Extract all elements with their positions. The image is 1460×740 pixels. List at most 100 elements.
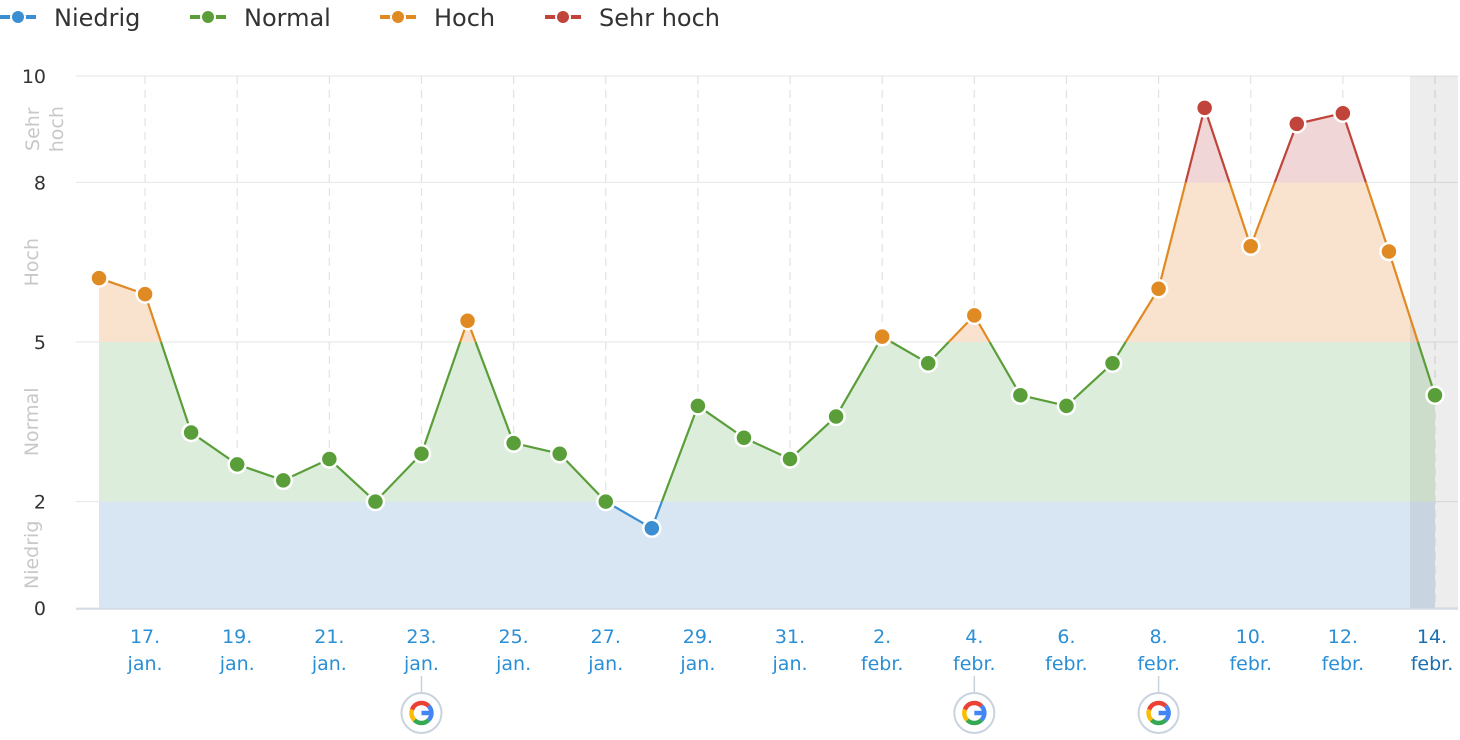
g-arc [962, 700, 983, 711]
series-line-segment [1387, 251, 1419, 343]
series-line-segment [1157, 182, 1187, 290]
series-line-segment [835, 341, 881, 418]
x-tick-label: jan. [772, 653, 808, 675]
data-point [780, 449, 800, 469]
legend-marker [200, 9, 216, 25]
x-tick-label: 29. [683, 626, 713, 648]
x-tick-label: febr. [1322, 653, 1365, 675]
google-update-markers [400, 676, 1180, 734]
data-point [826, 406, 846, 427]
google-g-icon [400, 676, 443, 734]
x-tick-label: 17. [130, 626, 160, 648]
series-line-segment [1065, 362, 1114, 407]
band-label: Normal [21, 387, 43, 456]
legend: Niedrig Normal Hoch Sehr hoch [0, 4, 720, 32]
series-line-segment [660, 405, 699, 502]
g-arc [409, 708, 417, 722]
x-tick-label: jan. [679, 653, 715, 675]
series-line-segment [1364, 182, 1390, 252]
data-point [1240, 236, 1261, 256]
legend-item: Hoch [380, 4, 495, 32]
legend-item: Niedrig [0, 4, 140, 32]
x-tick-label: 27. [591, 626, 621, 648]
g-arc [1149, 718, 1168, 726]
x-tick-label: 14. [1417, 626, 1447, 648]
g-arc [1147, 700, 1168, 711]
series-line-segment [1228, 182, 1252, 247]
band-label: hoch [46, 106, 68, 152]
series-line-segment [1124, 288, 1160, 343]
x-tick-label: 25. [499, 626, 529, 648]
x-tick-label: jan. [587, 653, 623, 675]
y-tick-label: 10 [22, 66, 46, 88]
series-line-segment [1184, 107, 1206, 183]
x-tick-label: 23. [406, 626, 436, 648]
x-tick-label: febr. [1045, 653, 1088, 675]
g-arc [412, 718, 431, 726]
data-point [1379, 241, 1399, 262]
area-band-fill [1185, 107, 1366, 183]
legend-marker [10, 9, 26, 25]
x-tick-label: 31. [775, 626, 805, 648]
data-point [1194, 98, 1215, 118]
y-axis: 0 2 5 8 10 Niedrig Normal Hoch Sehr hoch [21, 66, 68, 620]
x-tick-label: jan. [219, 653, 255, 675]
series-line-segment [1341, 112, 1367, 183]
band-label: Sehr [22, 107, 44, 151]
band-label: Niedrig [21, 521, 43, 589]
data-point [918, 353, 938, 374]
x-tick-label: 12. [1328, 626, 1358, 648]
band-region [76, 76, 1458, 183]
x-tick-label: 19. [222, 626, 252, 648]
y-tick-label: 5 [34, 332, 46, 354]
area-fills [99, 107, 1435, 608]
area-band-fill [99, 501, 1435, 608]
legend-label: Hoch [434, 4, 495, 32]
series-line-segment [159, 341, 193, 433]
x-tick-label: febr. [953, 653, 996, 675]
data-point [549, 443, 570, 464]
x-tick-label: jan. [403, 653, 439, 675]
data-point [596, 491, 616, 512]
x-tick-label: febr. [1137, 653, 1180, 675]
x-axis: 17. jan. 19. jan. 21. jan. 23. jan. 25. jan. 27. ja… [127, 626, 1454, 675]
series-line-segment [988, 341, 1022, 396]
data-point [688, 396, 708, 416]
data-point [1102, 353, 1123, 374]
series-line-segment [474, 341, 515, 444]
series-line-segment [558, 452, 607, 503]
data-point [503, 433, 524, 453]
x-tick-label: jan. [495, 653, 531, 675]
data-point [319, 449, 340, 469]
y-tick-label: 8 [34, 172, 46, 194]
area-band-fill [99, 342, 1435, 502]
series-line-segment [420, 341, 462, 455]
legend-label: Normal [244, 4, 331, 32]
x-tick-label: 8. [1150, 626, 1168, 648]
google-g-icon [953, 676, 996, 734]
series-line-segment [328, 458, 377, 503]
data-point [872, 326, 892, 347]
data-point [457, 310, 478, 331]
data-point [365, 491, 386, 512]
data-point [135, 284, 155, 304]
x-tick-label: 6. [1057, 626, 1075, 648]
data-point [1056, 396, 1077, 416]
g-arc [965, 718, 983, 726]
legend-item: Normal [190, 4, 331, 32]
series-line-segment [1273, 123, 1298, 183]
legend-label: Sehr hoch [599, 4, 720, 32]
data-point [1287, 114, 1307, 134]
data-point [1010, 385, 1031, 405]
x-tick-label: jan. [311, 653, 347, 675]
x-tick-label: 4. [965, 626, 983, 648]
x-tick-label: febr. [1411, 653, 1454, 675]
y-tick-label: 2 [34, 492, 46, 514]
x-tick-label: jan. [127, 653, 163, 675]
data-point [734, 428, 754, 448]
series-line-segment [1249, 182, 1276, 247]
data-points [89, 98, 1445, 538]
g-arc [962, 708, 969, 722]
y-tick-label: 0 [34, 598, 46, 620]
